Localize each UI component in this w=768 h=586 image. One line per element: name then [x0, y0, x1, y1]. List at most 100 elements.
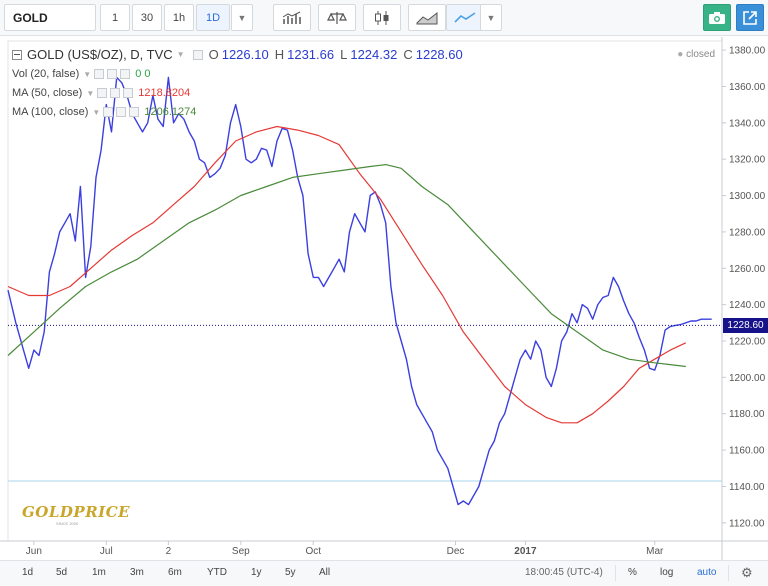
ma50-line [7, 125, 687, 424]
x-tick-label: Jun [26, 546, 42, 557]
y-tick-label: 1340.00 [729, 118, 766, 129]
settings-icon[interactable] [116, 107, 127, 117]
chevron-down-icon[interactable]: ▼ [92, 107, 101, 117]
range-6m[interactable]: 6m [168, 567, 182, 578]
y-tick-label: 1320.00 [729, 155, 766, 166]
chevron-down-icon: ▼ [486, 12, 496, 23]
compare-button[interactable] [318, 4, 356, 31]
x-tick-label: Sep [232, 546, 250, 557]
symbol-label: GOLD [13, 10, 48, 25]
last-price-tag: 1228.60 [723, 317, 768, 333]
range-all[interactable]: All [319, 567, 331, 578]
y-tick-label: 1140.00 [729, 482, 765, 493]
chevron-down-icon[interactable]: ▼ [86, 88, 95, 98]
collapse-icon[interactable] [12, 49, 22, 60]
interval-1d[interactable]: 1D [196, 4, 230, 31]
interval-dropdown[interactable]: ▼ [231, 4, 253, 31]
y-tick-label: 1240.00 [729, 300, 766, 311]
chart-title: GOLD (US$/OZ), D, TVC [27, 47, 173, 62]
range-5d[interactable]: 5d [56, 567, 68, 578]
eye-icon[interactable] [94, 69, 105, 79]
candles-button[interactable] [363, 4, 401, 31]
ma50-label: MA (50, close) [12, 87, 83, 99]
x-tick-label: Jul [100, 546, 113, 557]
snapshot-button[interactable] [703, 4, 731, 31]
goldprice-logo: GOLDPRICE SINCE 2000 [22, 503, 131, 526]
close-icon[interactable] [123, 88, 134, 98]
y-tick-label: 1220.00 [729, 337, 766, 348]
popout-button[interactable] [736, 4, 764, 31]
y-tick-label: 1260.00 [729, 264, 766, 275]
ma50-value: 1218.8204 [138, 87, 191, 99]
ohlc-high: 1231.66 [287, 47, 335, 62]
x-tick-label: Mar [646, 546, 664, 557]
clock: 18:00:45 (UTC-4) [525, 567, 603, 578]
area-chart-icon [416, 11, 438, 24]
y-tick-label: 1280.00 [729, 227, 766, 238]
bar-chart-icon [282, 11, 301, 24]
x-tick-label: Oct [305, 546, 321, 557]
vol-value: 0 0 [135, 68, 151, 80]
settings-icon[interactable] [192, 49, 203, 60]
ohlc-open: 1226.10 [221, 47, 269, 62]
legend-ma50: MA (50, close) ▼ 1218.8204 [12, 87, 190, 99]
popout-icon [743, 10, 757, 25]
chevron-down-icon: ▼ [237, 12, 247, 23]
y-tick-label: 1360.00 [729, 82, 766, 93]
chevron-down-icon[interactable]: ▼ [176, 50, 185, 59]
indicators-button[interactable] [273, 4, 311, 31]
compare-icon [327, 11, 347, 24]
range-1d[interactable]: 1d [22, 567, 34, 578]
symbol-search[interactable]: GOLD [4, 4, 96, 31]
interval-30[interactable]: 30 [132, 4, 162, 31]
vol-label: Vol (20, false) [12, 68, 80, 80]
line-chart-icon [454, 11, 476, 23]
eye-icon[interactable] [97, 88, 108, 98]
y-tick-label: 1160.00 [729, 446, 765, 457]
y-tick-label: 1200.00 [729, 373, 766, 384]
y-tick-label: 1120.00 [729, 518, 765, 529]
chart-type-dropdown[interactable]: ▼ [480, 4, 502, 31]
plot-area [7, 40, 723, 542]
series-lines [7, 76, 712, 506]
y-axis: 1120.00 1140.00 1160.00 1180.00 1200.00 1220.… [722, 46, 766, 529]
interval-1[interactable]: 1 [100, 4, 130, 31]
price-chart[interactable]: 1120.00 1140.00 1160.00 1180.00 1200.00 1220.… [0, 37, 768, 560]
settings-icon[interactable] [110, 88, 121, 98]
range-ytd[interactable]: YTD [207, 567, 227, 578]
legend-ma100: MA (100, close) ▼ 1206.1274 [12, 106, 196, 118]
candlestick-icon [375, 10, 389, 25]
ma100-label: MA (100, close) [12, 106, 89, 118]
range-3m[interactable]: 3m [130, 567, 144, 578]
chevron-down-icon[interactable]: ▼ [83, 69, 92, 79]
camera-icon [709, 11, 725, 24]
log-toggle[interactable]: log [660, 567, 674, 578]
percent-toggle[interactable]: % [628, 567, 637, 578]
market-status: ● closed [677, 49, 715, 60]
ma100-value: 1206.1274 [144, 106, 197, 118]
range-1y[interactable]: 1y [251, 567, 262, 578]
range-1m[interactable]: 1m [92, 567, 106, 578]
area-button[interactable] [408, 4, 446, 31]
top-toolbar: GOLD 1 30 1h 1D ▼ ▼ [0, 0, 768, 36]
x-tick-label: 2 [166, 546, 172, 557]
interval-1h[interactable]: 1h [164, 4, 194, 31]
close-icon[interactable] [120, 69, 131, 79]
range-5y[interactable]: 5y [285, 567, 296, 578]
x-tick-label: Dec [447, 546, 465, 557]
y-tick-label: 1300.00 [729, 191, 766, 202]
line-button[interactable] [446, 4, 484, 31]
chart-frame [0, 37, 768, 560]
settings-icon[interactable] [107, 69, 118, 79]
y-tick-label: 1180.00 [729, 409, 765, 420]
price-line [7, 76, 712, 506]
x-axis: Jun Jul 2 Sep Oct Dec 2017 Mar [26, 541, 664, 557]
eye-icon[interactable] [103, 107, 114, 117]
close-icon[interactable] [129, 107, 140, 117]
legend-main: GOLD (US$/OZ), D, TVC ▼ O 1226.10 H 1231.6… [12, 47, 463, 62]
auto-toggle[interactable]: auto [697, 567, 717, 578]
ma100-line [7, 163, 686, 368]
ohlc-close: 1228.60 [415, 47, 463, 62]
bottom-toolbar: 1d 5d 1m 3m 6m YTD 1y 5y All 18:00:45 (U… [0, 560, 768, 586]
gear-icon[interactable]: ⚙ [741, 565, 753, 580]
